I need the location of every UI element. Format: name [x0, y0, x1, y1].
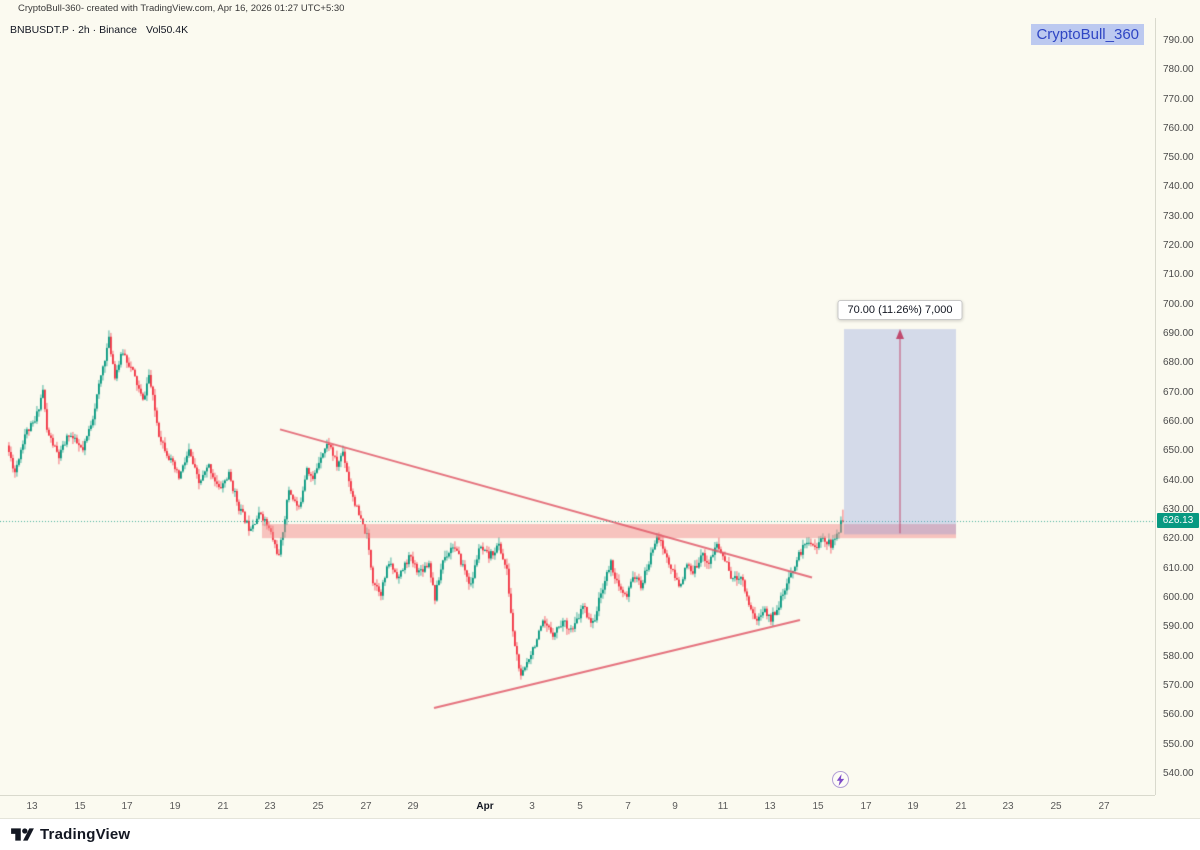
- price-tick-label: 630.00: [1163, 504, 1194, 515]
- time-tick-label: 11: [717, 801, 729, 812]
- price-tick-label: 760.00: [1163, 122, 1194, 134]
- time-tick-label: 19: [907, 801, 919, 812]
- legend-volume[interactable]: Vol50.4K: [146, 24, 189, 36]
- price-tick-label: 590.00: [1163, 621, 1194, 633]
- price-tick-label: 570.00: [1163, 679, 1194, 691]
- time-tick-label: Apr: [476, 801, 494, 812]
- last-price-label: 626.13: [1157, 513, 1199, 529]
- price-chart-canvas[interactable]: [0, 18, 1155, 795]
- price-tick-label: 560.00: [1163, 709, 1194, 721]
- time-tick-label: 17: [860, 801, 872, 812]
- price-tick-label: 640.00: [1163, 474, 1194, 486]
- price-tick-label: 710.00: [1163, 269, 1194, 281]
- time-tick-label: 9: [672, 801, 678, 812]
- time-tick-label: 17: [121, 801, 133, 812]
- price-tick-label: 790.00: [1163, 34, 1194, 46]
- price-tick-label: 550.00: [1163, 738, 1194, 750]
- price-tick-label: 730.00: [1163, 210, 1194, 222]
- legend: BNBUSDT.P · 2h · Binance Vol50.4K: [10, 24, 188, 36]
- tradingview-wordmark: TradingView: [40, 826, 131, 843]
- time-tick-label: 25: [1050, 801, 1062, 812]
- time-tick-label: 19: [169, 801, 181, 812]
- time-tick-label: 21: [955, 801, 967, 812]
- lightning-icon-button[interactable]: [832, 771, 849, 788]
- price-tick-label: 660.00: [1163, 416, 1194, 428]
- time-tick-label: 29: [407, 801, 419, 812]
- chart-header-note: CryptoBull-360- created with TradingView…: [18, 3, 345, 14]
- price-tick-label: 580.00: [1163, 650, 1194, 662]
- price-tick-label: 690.00: [1163, 328, 1194, 340]
- time-tick-label: 23: [264, 801, 276, 812]
- time-tick-label: 15: [812, 801, 824, 812]
- price-tick-label: 600.00: [1163, 591, 1194, 603]
- price-tick-label: 700.00: [1163, 298, 1194, 310]
- price-tick-label: 610.00: [1163, 562, 1194, 574]
- time-tick-label: 27: [1098, 801, 1110, 812]
- footer: TradingView: [0, 818, 1200, 850]
- price-axis[interactable]: 626.13 790.00 780.00 770.00 760.00 750.00 740…: [1155, 18, 1200, 795]
- tradingview-link[interactable]: TradingView: [11, 825, 130, 844]
- time-tick-label: 21: [217, 801, 229, 812]
- price-tick-label: 650.00: [1163, 445, 1194, 457]
- time-tick-label: 27: [360, 801, 372, 812]
- time-tick-label: 7: [625, 801, 631, 812]
- price-tick-label: 740.00: [1163, 181, 1194, 193]
- price-tick-label: 770.00: [1163, 93, 1194, 105]
- time-tick-label: 13: [764, 801, 776, 812]
- lightning-icon: [836, 773, 845, 786]
- time-tick-label: 5: [577, 801, 583, 812]
- price-tick-label: 540.00: [1163, 767, 1194, 779]
- measure-label[interactable]: 70.00 (11.26%) 7,000: [837, 300, 963, 320]
- price-tick-label: 780.00: [1163, 64, 1194, 76]
- time-tick-label: 25: [312, 801, 324, 812]
- watermark: CryptoBull_360: [1031, 24, 1144, 45]
- price-tick-label: 750.00: [1163, 152, 1194, 164]
- time-tick-label: 3: [529, 801, 535, 812]
- price-tick-label: 720.00: [1163, 240, 1194, 252]
- time-axis[interactable]: 13 15 17 19 21 23 25 27 29 Apr 3 5 7 9 11 13 15 17 19 21 23 2…: [0, 795, 1155, 819]
- price-tick-label: 670.00: [1163, 386, 1194, 398]
- tradingview-logo: [11, 828, 34, 841]
- price-tick-label: 620.00: [1163, 533, 1194, 545]
- time-tick-label: 23: [1002, 801, 1014, 812]
- time-tick-label: 13: [26, 801, 38, 812]
- legend-symbol[interactable]: BNBUSDT.P · 2h · Binance: [10, 24, 138, 36]
- time-tick-label: 15: [74, 801, 86, 812]
- price-tick-label: 680.00: [1163, 357, 1194, 369]
